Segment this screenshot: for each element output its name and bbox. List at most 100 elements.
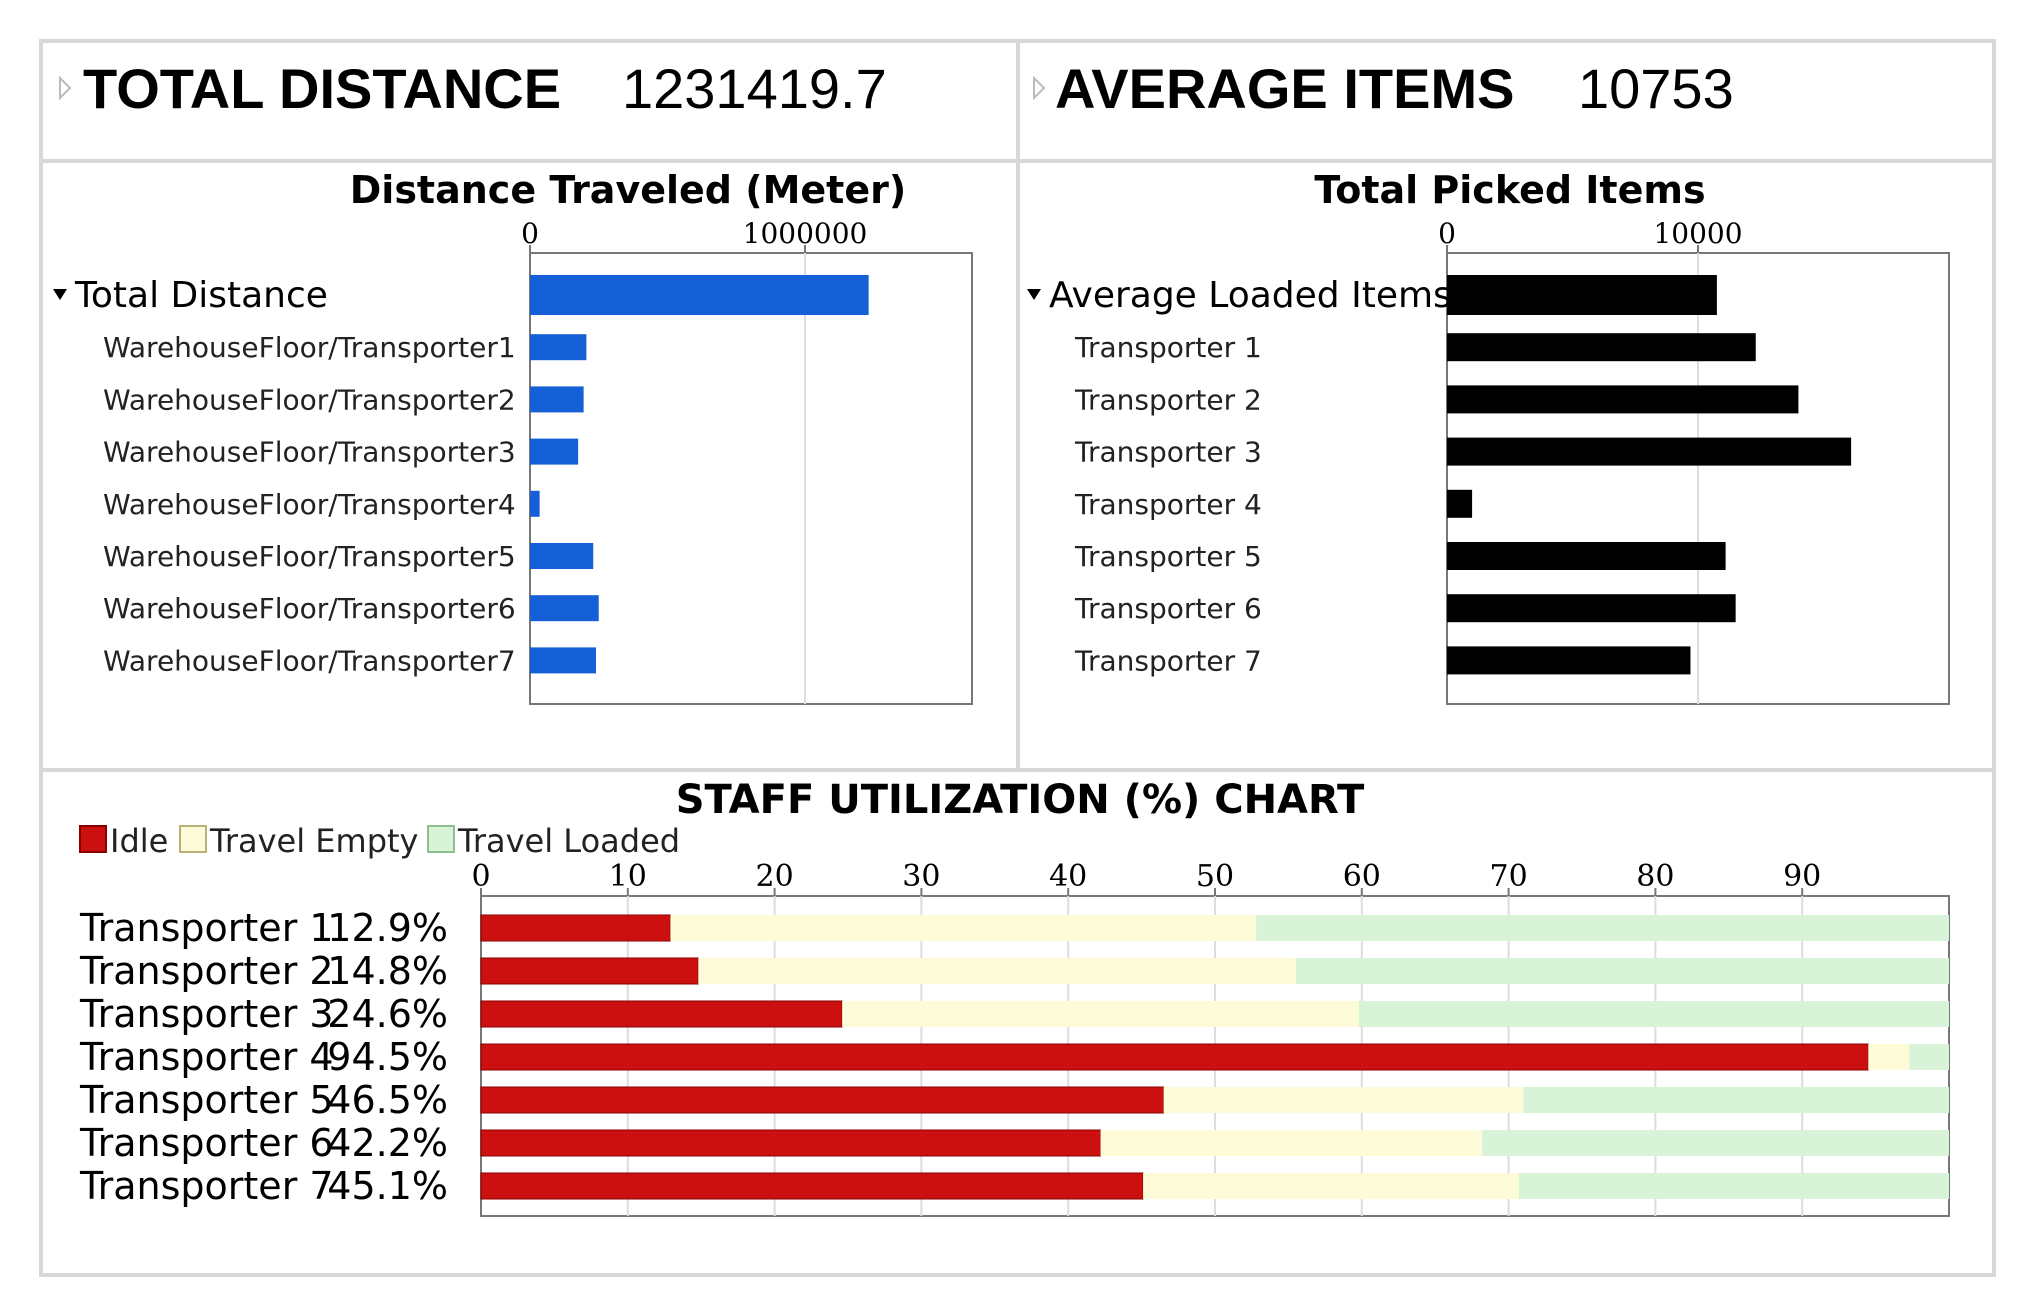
collapse-arrow-icon[interactable] [1027, 289, 1041, 300]
bar-segment-travel-loaded[interactable] [1909, 1044, 1949, 1070]
tick-label: 30 [902, 859, 940, 894]
category-label: WarehouseFloor/Transporter5 [103, 540, 516, 573]
bar-segment-travel-loaded[interactable] [1518, 1173, 1949, 1199]
collapse-arrow-icon[interactable] [53, 289, 67, 300]
total-bar[interactable] [1447, 275, 1717, 315]
category-percent: 14.8% [327, 949, 448, 993]
bar[interactable] [1447, 594, 1736, 623]
bar[interactable] [1447, 489, 1473, 518]
staff-utilization-chart: STAFF UTILIZATION (%) CHART Idle Travel E… [79, 777, 1950, 1217]
bar-segment-idle[interactable] [480, 1000, 843, 1028]
tick-label: 10000 [1653, 217, 1742, 250]
tick-label: 50 [1196, 859, 1234, 894]
tick-label: 0 [471, 859, 490, 894]
category-label: Transporter 4 [1074, 488, 1262, 521]
expand-arrow-icon[interactable] [1033, 75, 1046, 101]
bar[interactable] [1447, 385, 1799, 414]
legend-swatch [79, 825, 107, 853]
category-label: Transporter 5 [1074, 540, 1262, 573]
bar[interactable] [530, 438, 579, 465]
bar-segment-travel-empty[interactable] [1163, 1087, 1524, 1113]
kpi-total-distance: TOTAL DISTANCE 1231419.7 [59, 57, 887, 120]
kpi-label: TOTAL DISTANCE [83, 57, 561, 120]
category-label: Transporter 3 [1074, 436, 1262, 469]
tick-label: 1000000 [743, 217, 868, 250]
kpi-value: 10753 [1578, 57, 1734, 120]
tick-label: 70 [1490, 859, 1528, 894]
bar-segment-travel-loaded[interactable] [1358, 1001, 1949, 1027]
category-label: Transporter 1 [79, 906, 334, 950]
bar-segment-idle[interactable] [480, 1172, 1144, 1200]
legend-label: Idle [110, 822, 168, 860]
tick-label: 0 [1438, 217, 1456, 250]
plot-area [529, 252, 973, 705]
category-label: Transporter 6 [79, 1121, 334, 1165]
group-label: Total Distance [74, 275, 328, 316]
bar-segment-travel-empty[interactable] [698, 958, 1296, 984]
category-label: WarehouseFloor/Transporter2 [103, 383, 516, 416]
bar-segment-travel-loaded[interactable] [1523, 1087, 1949, 1113]
legend-swatch [427, 825, 455, 853]
tick-label: 80 [1636, 859, 1674, 894]
picked-items-chart: Total Picked Items 0 10000 Average Loaded… [1027, 168, 1950, 705]
bar[interactable] [1447, 333, 1756, 362]
bar[interactable] [530, 334, 587, 361]
category-percent: 46.5% [327, 1078, 448, 1122]
bar[interactable] [530, 386, 584, 413]
legend-swatch [179, 825, 207, 853]
category-percent: 24.6% [327, 992, 448, 1036]
bar-segment-idle[interactable] [480, 957, 699, 985]
chart-title: STAFF UTILIZATION (%) CHART [676, 777, 1365, 823]
category-label: Transporter 1 [1074, 331, 1262, 364]
bar-segment-travel-empty[interactable] [670, 915, 1257, 941]
bar-segment-travel-empty[interactable] [842, 1001, 1359, 1027]
category-percent: 45.1% [327, 1164, 448, 1208]
chart-title: Distance Traveled (Meter) [350, 168, 906, 212]
chart-title: Total Picked Items [1314, 168, 1705, 212]
kpi-average-items: AVERAGE ITEMS 10753 [1033, 57, 1734, 120]
category-percent: 94.5% [327, 1035, 448, 1079]
bar[interactable] [530, 490, 540, 517]
tick-label: 40 [1049, 859, 1087, 894]
category-label: WarehouseFloor/Transporter4 [103, 488, 516, 521]
bar-segment-travel-loaded[interactable] [1256, 915, 1949, 941]
bar[interactable] [1447, 646, 1691, 675]
bar-segment-idle[interactable] [480, 914, 671, 942]
bar-segment-travel-empty[interactable] [1868, 1044, 1910, 1070]
legend-label: Travel Loaded [457, 822, 680, 860]
legend-label: Travel Empty [209, 822, 418, 860]
total-bar[interactable] [530, 275, 869, 315]
bar[interactable] [1447, 542, 1726, 570]
category-label: Transporter 7 [79, 1164, 334, 1208]
category-label: Transporter 2 [79, 949, 334, 993]
bar-segment-idle[interactable] [480, 1086, 1165, 1114]
category-label: WarehouseFloor/Transporter6 [103, 592, 516, 625]
category-label: Transporter 5 [79, 1078, 334, 1122]
tick-label: 60 [1343, 859, 1381, 894]
bar-segment-travel-empty[interactable] [1100, 1130, 1483, 1156]
bar[interactable] [1447, 437, 1852, 466]
group-label: Average Loaded Items [1049, 275, 1452, 316]
bar-segment-idle[interactable] [480, 1043, 1869, 1071]
category-percent: 12.9% [327, 906, 448, 950]
kpi-value: 1231419.7 [622, 57, 887, 120]
bar[interactable] [530, 595, 599, 622]
category-label: Transporter 7 [1074, 644, 1262, 677]
bar-segment-travel-loaded[interactable] [1482, 1130, 1949, 1156]
bar[interactable] [530, 543, 594, 569]
category-label: Transporter 4 [79, 1035, 334, 1079]
category-label: WarehouseFloor/Transporter1 [103, 331, 516, 364]
kpi-label: AVERAGE ITEMS [1055, 57, 1514, 120]
bar[interactable] [530, 647, 596, 674]
category-label: Transporter 6 [1074, 592, 1262, 625]
category-label: Transporter 2 [1074, 383, 1262, 416]
bar-segment-idle[interactable] [480, 1129, 1101, 1157]
tick-label: 20 [756, 859, 794, 894]
legend: Idle Travel Empty Travel Loaded [79, 822, 680, 860]
distance-chart: Distance Traveled (Meter) 0 1000000 Total… [53, 168, 973, 705]
bar-segment-travel-loaded[interactable] [1295, 958, 1949, 984]
bar-segment-travel-empty[interactable] [1143, 1173, 1519, 1199]
category-label: WarehouseFloor/Transporter3 [103, 436, 516, 469]
expand-arrow-icon[interactable] [59, 75, 72, 101]
